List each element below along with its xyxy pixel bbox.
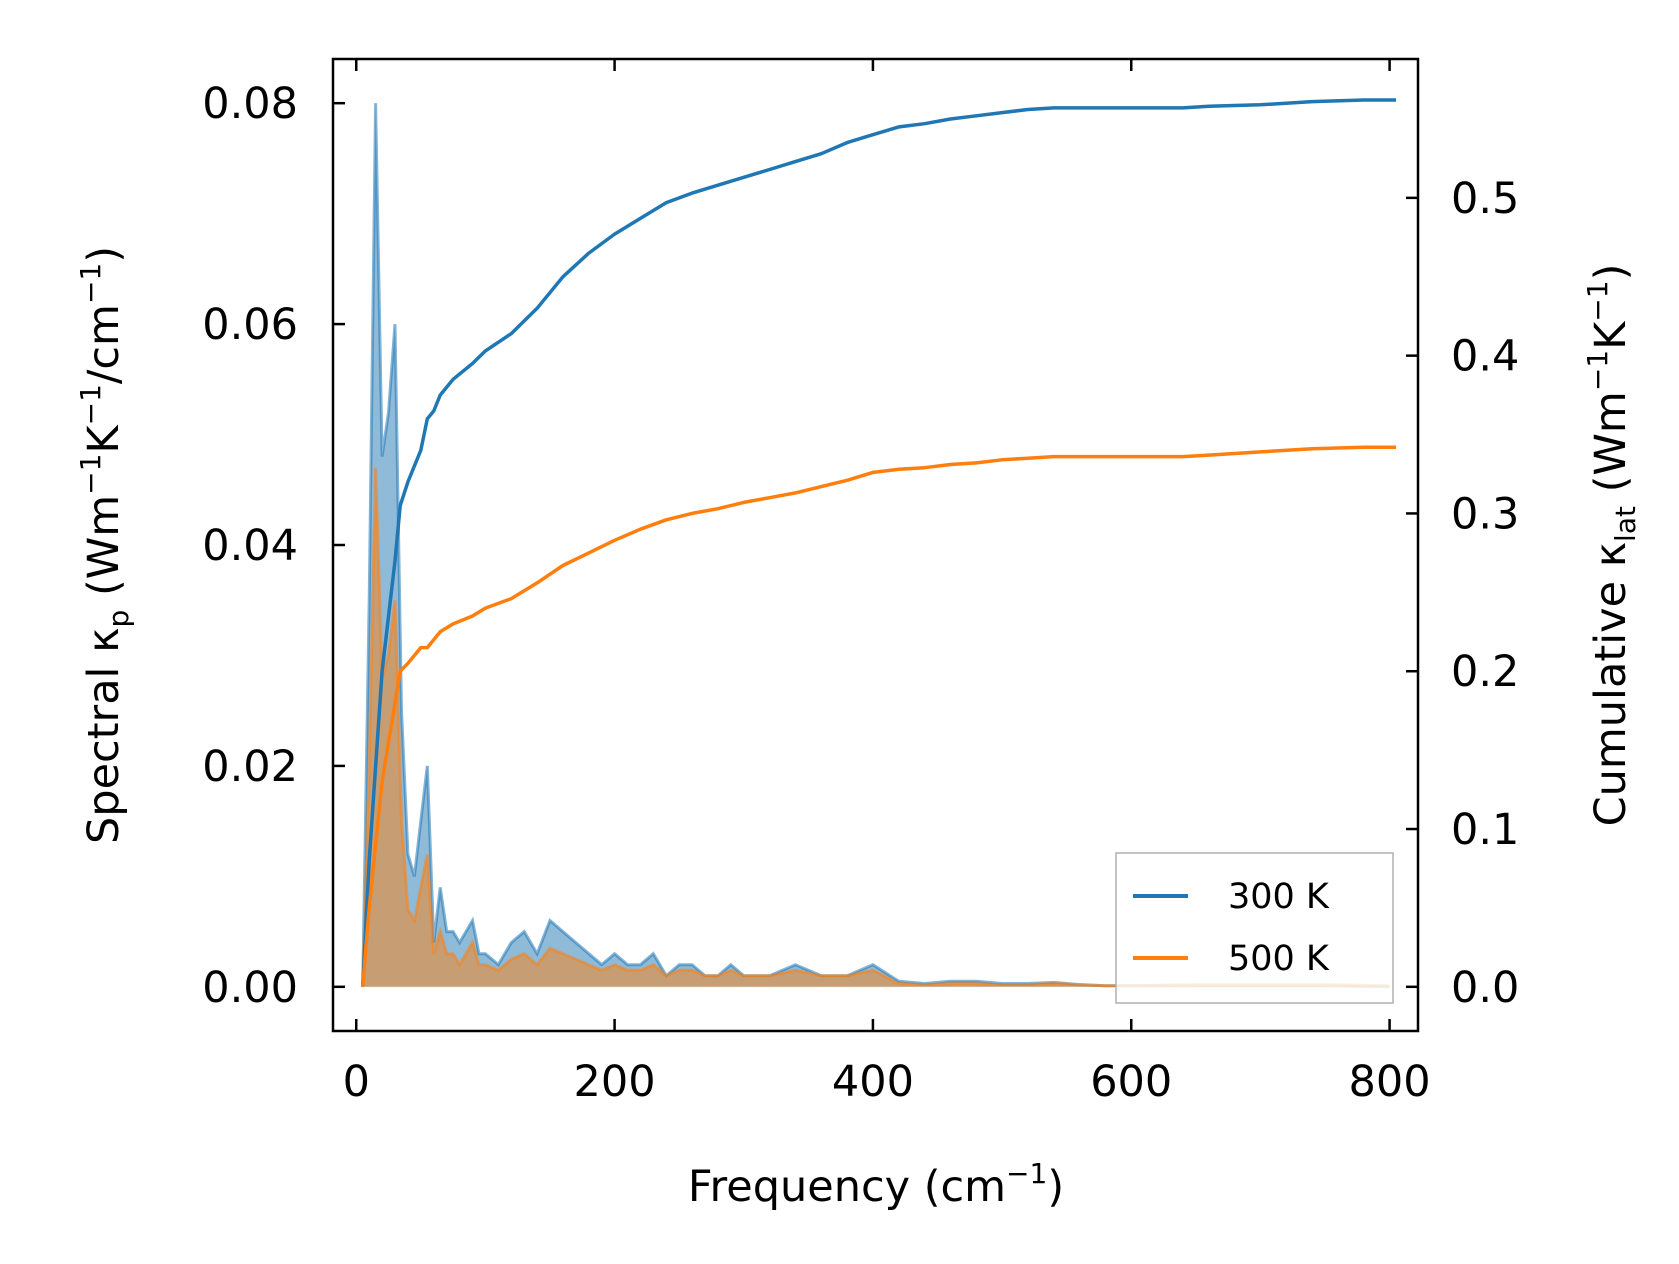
spectral-outline-1 xyxy=(361,467,1390,988)
y-left-tick-label-2: 0.04 xyxy=(202,521,298,571)
y-left-tick-label-3: 0.06 xyxy=(202,300,298,350)
tick-layer: 0 200 400 600 800 0.00 0.02 0.04 0.06 0.08 0.0 0.1 0… xyxy=(202,59,1519,1107)
legend-label-500k: 500 K xyxy=(1228,939,1330,979)
y-left-tick-label-4: 0.08 xyxy=(202,79,298,129)
cumulative-line-0 xyxy=(360,98,1396,987)
y-right-tick-label-0: 0.0 xyxy=(1451,963,1519,1013)
legend-label-300k: 300 K xyxy=(1228,877,1330,917)
y-right-tick-label-4: 0.4 xyxy=(1451,332,1519,382)
y-left-tick-label-1: 0.02 xyxy=(202,742,298,792)
y-left-tick-label-0: 0.00 xyxy=(202,963,298,1013)
spectral-fill-layer xyxy=(361,103,1390,989)
cumulative-line-layer xyxy=(360,98,1396,987)
x-axis-title: Frequency (cm−1) xyxy=(688,1157,1064,1212)
cumulative-line-1 xyxy=(360,445,1396,987)
x-tick-label-3: 600 xyxy=(1090,1057,1172,1107)
y-right-tick-label-1: 0.1 xyxy=(1451,805,1519,855)
y-right-axis-title: Cumulative κlat (Wm−1K−1) xyxy=(1581,264,1642,827)
legend-box xyxy=(1115,852,1394,1004)
y-right-tick-label-5: 0.5 xyxy=(1451,174,1519,224)
x-tick-label-4: 800 xyxy=(1349,1057,1431,1107)
x-tick-label-2: 400 xyxy=(832,1057,914,1107)
spectral-outline-0 xyxy=(361,103,1390,989)
legend: 300 K 500 K xyxy=(1115,852,1394,1004)
y-right-tick-label-3: 0.3 xyxy=(1451,489,1519,539)
x-tick-label-0: 0 xyxy=(343,1057,370,1107)
y-right-tick-label-2: 0.2 xyxy=(1451,647,1519,697)
y-left-axis-title: Spectral κp (Wm−1K−1/cm−1) xyxy=(74,246,135,844)
x-tick-label-1: 200 xyxy=(574,1057,656,1107)
